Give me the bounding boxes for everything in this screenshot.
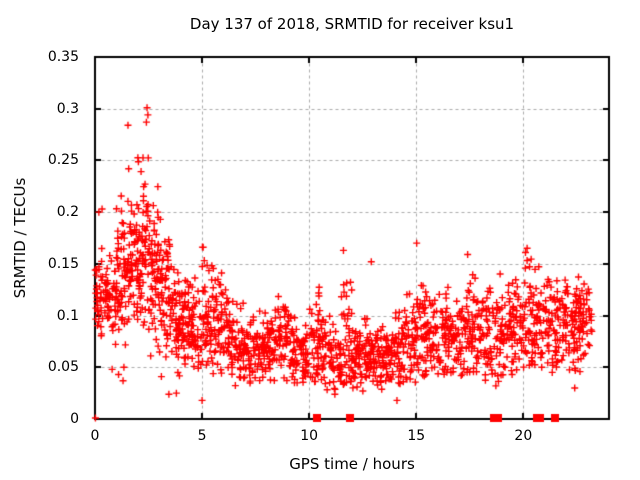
- chart-title: Day 137 of 2018, SRMTID for receiver ksu…: [189, 15, 515, 33]
- y-tick-label: 0.25: [47, 152, 79, 169]
- x-tick-label: 5: [197, 428, 207, 444]
- y-tick-label: 0.3: [56, 100, 79, 117]
- y-tick-label: 0.05: [47, 359, 79, 376]
- y-tick-label: 0.2: [56, 204, 79, 221]
- y-tick-label: 0: [70, 411, 79, 427]
- x-axis-label: GPS time / hours: [289, 455, 415, 473]
- x-tick-label: 15: [407, 428, 426, 444]
- x-tick-label: 10: [300, 428, 319, 444]
- y-tick-label: 0.1: [56, 307, 79, 324]
- x-tick-label: 0: [90, 428, 100, 444]
- y-axis-label: SRMTID / TECUs: [11, 177, 29, 299]
- y-tick-label: 0.15: [47, 255, 79, 272]
- x-tick-label: 20: [514, 428, 533, 444]
- y-tick-label: 0.35: [47, 49, 79, 65]
